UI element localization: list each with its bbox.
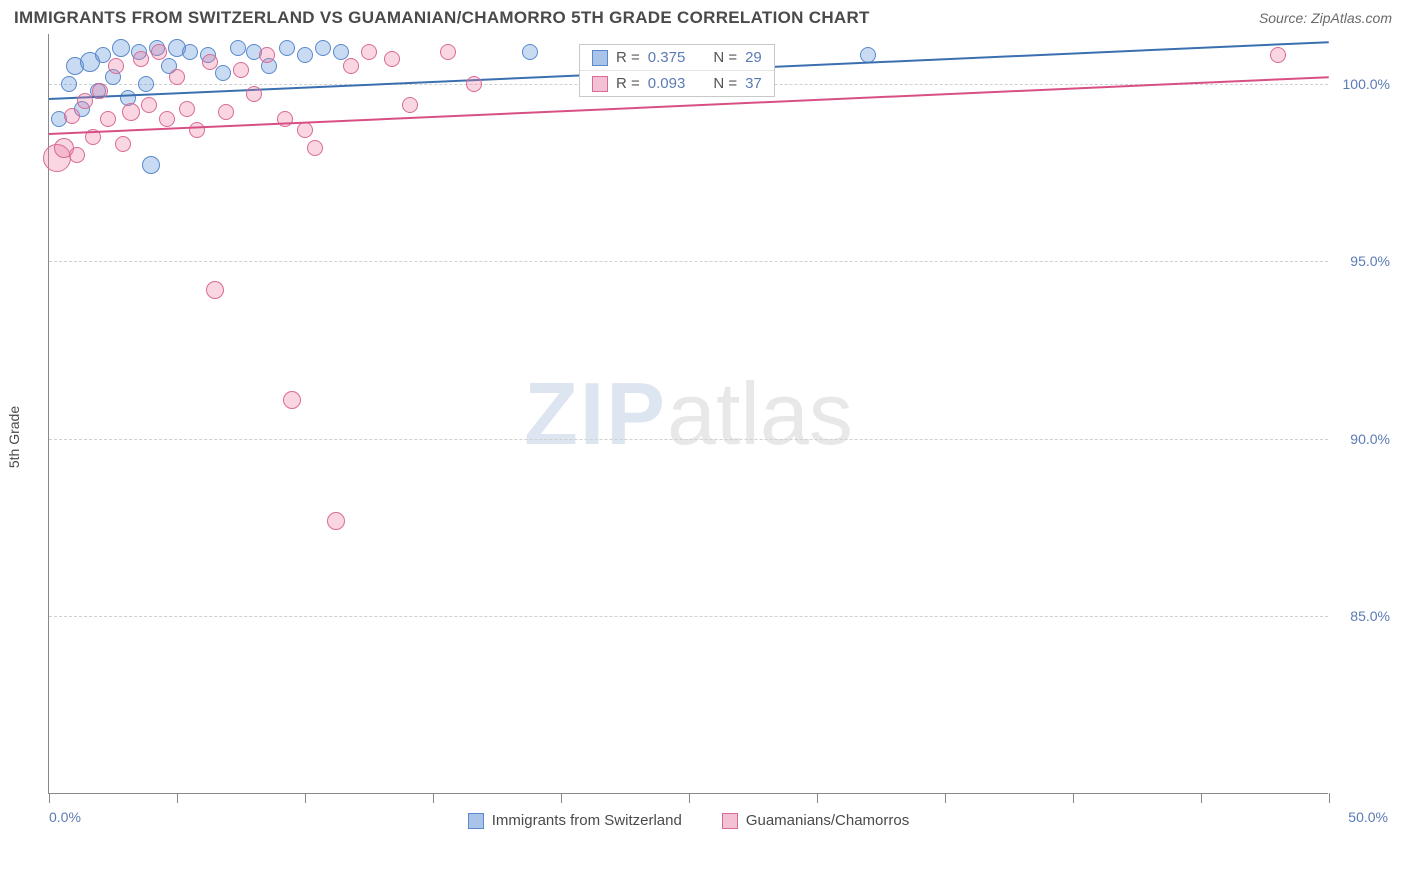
data-point (233, 62, 249, 78)
data-point (215, 65, 231, 81)
gridline (49, 439, 1328, 440)
data-point (402, 97, 418, 113)
data-point (142, 156, 160, 174)
data-point (108, 58, 124, 74)
data-point (343, 58, 359, 74)
watermark: ZIPatlas (524, 363, 853, 465)
data-point (361, 44, 377, 60)
x-tick (945, 793, 946, 803)
plot-region: ZIPatlas 100.0%95.0%90.0%85.0%0.0%50.0%R… (48, 34, 1328, 794)
data-point (466, 76, 482, 92)
data-point (333, 44, 349, 60)
data-point (179, 101, 195, 117)
data-point (246, 86, 262, 102)
gridline (49, 616, 1328, 617)
legend-label: Immigrants from Switzerland (492, 812, 682, 829)
x-tick (1329, 793, 1330, 803)
chart-header: IMMIGRANTS FROM SWITZERLAND VS GUAMANIAN… (0, 0, 1406, 34)
data-point (169, 69, 185, 85)
watermark-atlas: atlas (667, 364, 853, 463)
r-label: R = (616, 49, 640, 66)
watermark-zip: ZIP (524, 364, 667, 463)
n-value: 37 (745, 75, 762, 92)
x-tick (561, 793, 562, 803)
n-label: N = (713, 49, 737, 66)
y-tick-label: 90.0% (1350, 431, 1390, 447)
data-point (440, 44, 456, 60)
legend-row: R = 0.093 N = 37 (580, 71, 774, 96)
data-point (92, 83, 108, 99)
x-tick-label: 50.0% (1348, 809, 1388, 825)
x-tick (689, 793, 690, 803)
y-tick-label: 85.0% (1350, 608, 1390, 624)
n-label: N = (713, 75, 737, 92)
data-point (151, 44, 167, 60)
chart-area: 5th Grade ZIPatlas 100.0%95.0%90.0%85.0%… (48, 34, 1392, 824)
series-legend: Immigrants from Switzerland Guamanians/Ch… (49, 812, 1328, 829)
data-point (297, 122, 313, 138)
legend-swatch (592, 76, 608, 92)
data-point (112, 39, 130, 57)
data-point (315, 40, 331, 56)
legend-row: R = 0.375 N = 29 (580, 45, 774, 71)
data-point (283, 391, 301, 409)
data-point (77, 93, 93, 109)
data-point (279, 40, 295, 56)
y-tick-label: 95.0% (1350, 253, 1390, 269)
data-point (141, 97, 157, 113)
data-point (202, 54, 218, 70)
r-value: 0.093 (648, 75, 686, 92)
x-tick (177, 793, 178, 803)
x-tick (1073, 793, 1074, 803)
data-point (1270, 47, 1286, 63)
data-point (100, 111, 116, 127)
legend-swatch (722, 813, 738, 829)
legend-swatch (468, 813, 484, 829)
data-point (182, 44, 198, 60)
data-point (297, 47, 313, 63)
data-point (307, 140, 323, 156)
data-point (384, 51, 400, 67)
data-point (522, 44, 538, 60)
chart-source: Source: ZipAtlas.com (1259, 10, 1392, 26)
r-label: R = (616, 75, 640, 92)
x-tick (49, 793, 50, 803)
data-point (64, 108, 80, 124)
x-tick (1201, 793, 1202, 803)
data-point (159, 111, 175, 127)
chart-title: IMMIGRANTS FROM SWITZERLAND VS GUAMANIAN… (14, 8, 870, 28)
data-point (122, 103, 140, 121)
data-point (133, 51, 149, 67)
y-tick-label: 100.0% (1343, 76, 1390, 92)
gridline (49, 261, 1328, 262)
legend-label: Guamanians/Chamorros (746, 812, 909, 829)
y-axis-label: 5th Grade (6, 406, 22, 468)
data-point (69, 147, 85, 163)
data-point (277, 111, 293, 127)
data-point (259, 47, 275, 63)
data-point (189, 122, 205, 138)
n-value: 29 (745, 49, 762, 66)
data-point (61, 76, 77, 92)
legend-item: Immigrants from Switzerland (468, 812, 682, 829)
data-point (327, 512, 345, 530)
x-tick (817, 793, 818, 803)
data-point (138, 76, 154, 92)
correlation-legend: R = 0.375 N = 29 R = 0.093 N = 37 (579, 44, 775, 97)
data-point (206, 281, 224, 299)
legend-swatch (592, 50, 608, 66)
data-point (115, 136, 131, 152)
x-tick (433, 793, 434, 803)
data-point (230, 40, 246, 56)
r-value: 0.375 (648, 49, 686, 66)
data-point (218, 104, 234, 120)
legend-item: Guamanians/Chamorros (722, 812, 909, 829)
x-tick (305, 793, 306, 803)
